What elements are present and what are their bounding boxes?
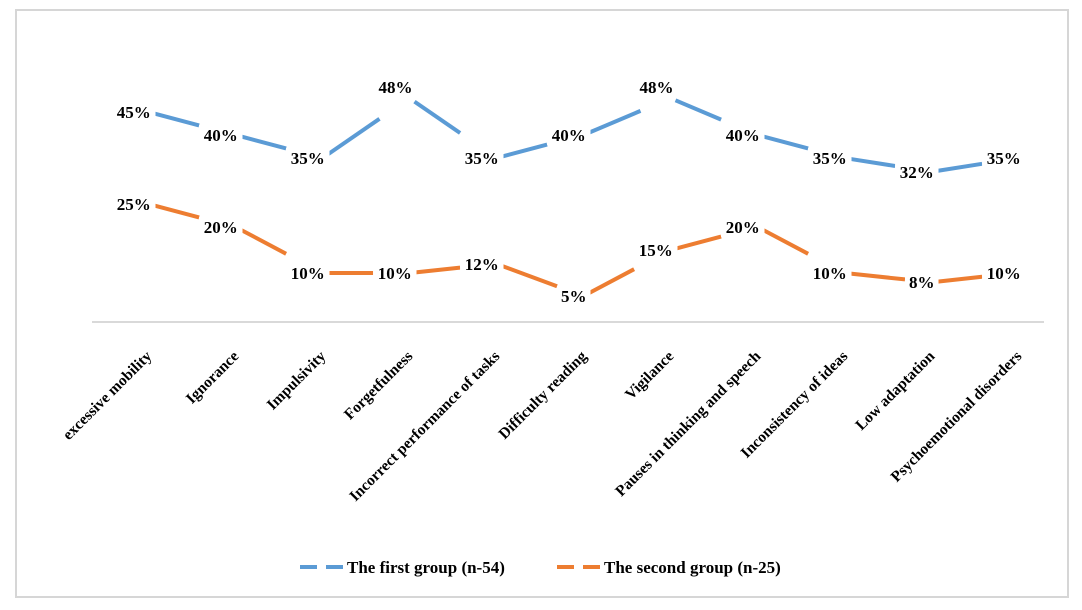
category-label-pauses-in-thinking-and-speech: Pauses in thinking and speech bbox=[612, 348, 764, 500]
data-label-background bbox=[112, 194, 156, 214]
line-segment bbox=[761, 134, 809, 151]
category-label-impulsivity: Impulsivity bbox=[264, 348, 330, 414]
data-labels-the-first-group-n-54: 45% 40% 35% 48% 35% 40% 48% 40% 35% 32% 35% bbox=[112, 77, 1026, 182]
category-label-difficulty-reading: Difficulty reading bbox=[495, 348, 590, 443]
data-label-background bbox=[808, 148, 852, 168]
data-label-background bbox=[286, 263, 330, 283]
line-segment bbox=[414, 265, 461, 275]
line-segment bbox=[326, 117, 381, 157]
data-label: 40% bbox=[726, 126, 760, 145]
data-label: 12% bbox=[465, 255, 499, 274]
legend-label: The second group (n-25) bbox=[604, 558, 781, 577]
data-label-background bbox=[982, 148, 1026, 168]
data-label-background bbox=[808, 263, 852, 283]
data-label: 20% bbox=[204, 218, 238, 237]
line-segment bbox=[936, 274, 983, 284]
data-label: 35% bbox=[291, 149, 325, 168]
line-segment bbox=[152, 203, 200, 220]
line-segment bbox=[500, 142, 548, 159]
chart-legend: The first group (n-54) The second group (… bbox=[300, 558, 781, 577]
data-label: 8% bbox=[909, 273, 935, 292]
legend-item-the-second-group-n-25: The second group (n-25) bbox=[557, 558, 781, 577]
data-label: 35% bbox=[465, 149, 499, 168]
series-lines bbox=[152, 98, 983, 296]
data-label: 40% bbox=[552, 126, 586, 145]
data-label-background bbox=[547, 125, 591, 145]
data-labels-the-second-group-n-25: 25% 20% 10% 10% 12% 5% 15% 20% 10% 8% 10% bbox=[112, 194, 1026, 306]
line-segment bbox=[500, 263, 558, 289]
data-label: 45% bbox=[117, 103, 151, 122]
data-label: 15% bbox=[639, 241, 673, 260]
data-label: 35% bbox=[813, 149, 847, 168]
data-label: 10% bbox=[378, 264, 412, 283]
category-label-forgetfulness: Forgetfulness bbox=[341, 348, 416, 423]
chart-border bbox=[15, 9, 1069, 598]
data-label-background bbox=[112, 102, 156, 122]
data-labels: 45% 40% 35% 48% 35% 40% 48% 40% 35% 32% 35% 25% 20% 1… bbox=[112, 77, 1026, 306]
data-label-background bbox=[373, 263, 417, 283]
data-label-background bbox=[721, 125, 765, 145]
line-segment bbox=[936, 161, 983, 173]
line-segment bbox=[587, 109, 642, 135]
data-label-background bbox=[286, 148, 330, 168]
data-label-background bbox=[982, 263, 1026, 283]
data-label: 20% bbox=[726, 218, 760, 237]
data-label: 48% bbox=[640, 78, 674, 97]
data-label-background bbox=[634, 240, 678, 260]
data-label-background bbox=[373, 77, 418, 98]
data-label: 10% bbox=[291, 264, 325, 283]
series-line-the-second-group-n-25 bbox=[152, 203, 983, 296]
data-label: 10% bbox=[987, 264, 1021, 283]
category-label-excessive-mobility: excessive mobility bbox=[60, 348, 156, 444]
data-label: 35% bbox=[987, 149, 1021, 168]
data-label: 48% bbox=[379, 78, 413, 97]
data-label-background bbox=[557, 286, 591, 306]
data-label-background bbox=[199, 125, 243, 145]
line-segment bbox=[413, 99, 462, 135]
line-segment bbox=[761, 227, 810, 256]
data-label-background bbox=[460, 253, 504, 274]
data-label: 25% bbox=[117, 195, 151, 214]
line-segment bbox=[849, 271, 906, 282]
line-segment bbox=[239, 227, 288, 256]
line-segment bbox=[152, 111, 200, 128]
category-axis-labels: excessive mobility Ignorance Impulsivity Fo… bbox=[60, 348, 1026, 505]
data-label-background bbox=[460, 148, 504, 168]
line-segment bbox=[674, 234, 722, 251]
data-label: 5% bbox=[561, 287, 587, 306]
category-label-incorrect-performance-of-tasks: Incorrect performance of tasks bbox=[346, 348, 503, 505]
legend-label: The first group (n-54) bbox=[347, 558, 505, 577]
data-label: 40% bbox=[204, 126, 238, 145]
data-label: 10% bbox=[813, 264, 847, 283]
series-line-the-first-group-n-54 bbox=[152, 98, 983, 173]
data-label-background bbox=[634, 77, 679, 98]
category-label-vigilance: Vigilance bbox=[622, 348, 678, 404]
category-label-ignorance: Ignorance bbox=[183, 348, 243, 408]
data-label-background bbox=[895, 161, 939, 182]
legend-item-the-first-group-n-54: The first group (n-54) bbox=[300, 558, 505, 577]
data-label: 32% bbox=[900, 163, 934, 182]
line-segment bbox=[239, 134, 287, 151]
data-label-background bbox=[721, 217, 765, 237]
category-label-low-adaptation: Low adaptation bbox=[852, 348, 938, 434]
line-segment bbox=[674, 98, 722, 122]
data-label-background bbox=[905, 272, 939, 293]
line-segment bbox=[587, 267, 636, 296]
line-segment bbox=[849, 156, 896, 168]
data-label-background bbox=[199, 217, 243, 237]
